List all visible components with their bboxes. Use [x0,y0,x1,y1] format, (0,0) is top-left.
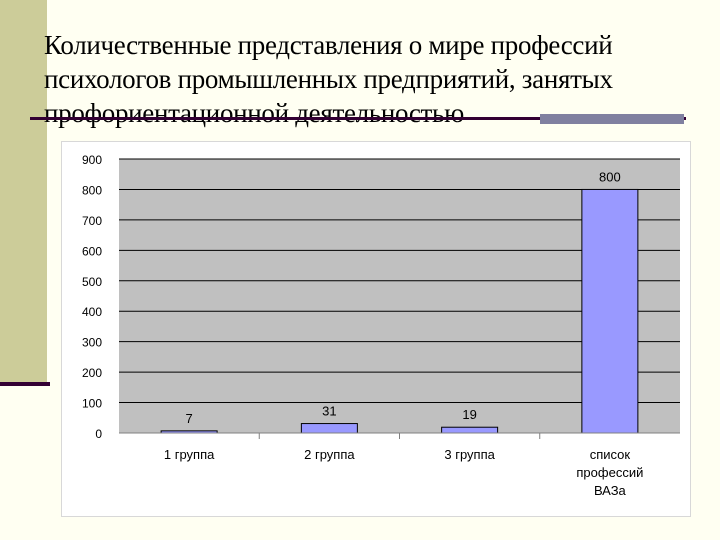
x-tick-label: 3 группа [444,447,495,462]
sidebar-decoration [0,0,47,383]
slide-title: Количественные представления о мире проф… [44,30,613,128]
y-tick-label: 500 [82,275,102,289]
y-axis-ticks: 0 100 200 300 400 500 600 700 800 900 [82,153,102,441]
bar [581,188,639,434]
data-label: 19 [462,407,476,422]
y-tick-label: 400 [82,305,102,319]
y-tick-label: 800 [82,183,102,197]
y-tick-label: 200 [82,366,102,380]
y-tick-label: 100 [82,397,102,411]
x-tick-label: 2 группа [304,447,355,462]
x-axis-ticks: 1 группа 2 группа 3 группа список профессий В… [164,433,643,498]
y-tick-label: 600 [82,244,102,258]
x-tick-label: 1 группа [164,447,215,462]
y-tick-label: 700 [82,214,102,228]
data-label: 800 [599,169,621,184]
data-label: 7 [186,411,193,426]
bar-chart: 0 100 200 300 400 500 600 700 800 900 7 31 19 800 1 … [82,153,680,498]
title-rule-accent [540,114,684,124]
y-tick-label: 0 [95,427,102,441]
y-tick-label: 900 [82,153,102,167]
chart-frame: 0 100 200 300 400 500 600 700 800 900 7 31 19 800 1 … [61,141,691,517]
title-rule [30,117,686,120]
bar [300,423,358,434]
bar [441,426,499,434]
bars: 7 31 19 800 [160,169,639,434]
sidebar-underline [0,382,50,386]
data-label: 31 [322,404,336,419]
y-tick-label: 300 [82,336,102,350]
x-tick-label: список профессий ВАЗа [576,447,643,498]
